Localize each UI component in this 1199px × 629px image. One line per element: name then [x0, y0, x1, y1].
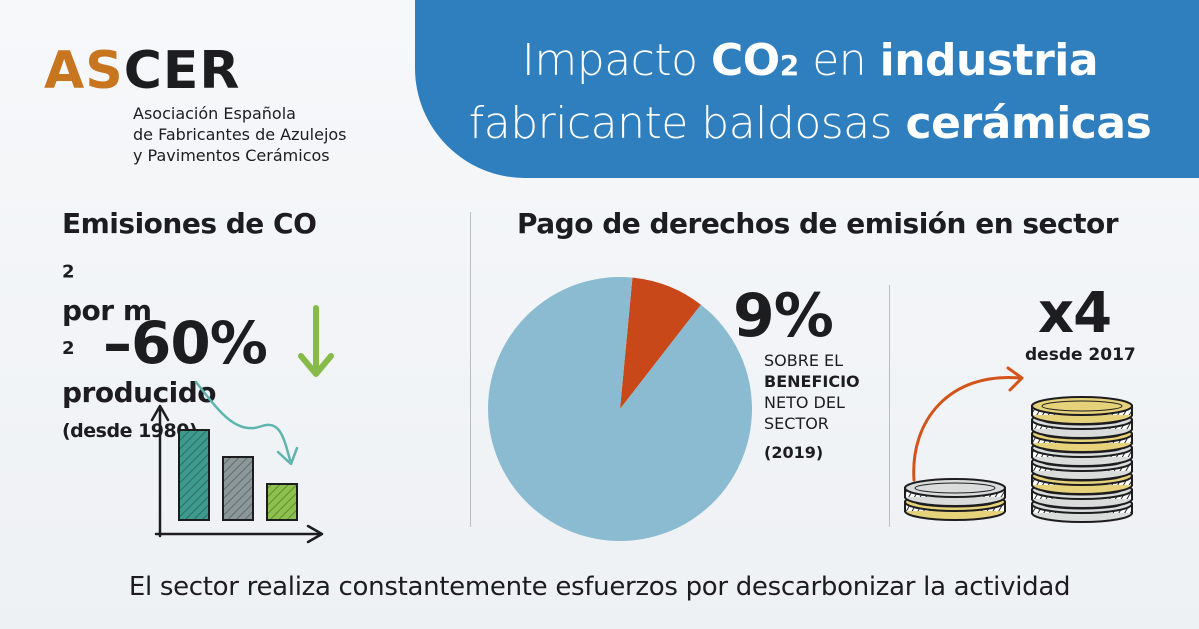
- bar-3: [266, 483, 298, 521]
- emission-rights-title: Pago de derechos de emisión en sector: [517, 207, 1119, 240]
- logo-line: Asociación Española: [133, 104, 296, 123]
- pie-slice-highlight: [620, 277, 701, 409]
- trend-arrow-icon: [194, 380, 299, 466]
- growth-arrow-icon: [912, 366, 1024, 482]
- multiplier-note: desde 2017: [1025, 345, 1136, 365]
- logo-subtitle: Asociación Española de Fabricantes de Az…: [133, 103, 347, 166]
- pie-note-line: BENEFICIO: [764, 372, 860, 391]
- bar-1: [178, 429, 210, 521]
- pie-slice-rest: [488, 277, 752, 542]
- logo-cer: CER: [123, 41, 241, 101]
- logo-as: AS: [44, 41, 124, 101]
- pie-note: SOBRE EL BENEFICIO NETO DEL SECTOR (2019…: [764, 350, 894, 463]
- divider-main: [470, 212, 471, 527]
- pie-note-line: SECTOR: [764, 414, 829, 433]
- pie-note-line: SOBRE EL: [764, 351, 844, 370]
- pie-note-year: (2019): [764, 443, 824, 462]
- page-title: Impacto CO2 en industria fabricante bald…: [440, 32, 1180, 153]
- footer-statement: El sector realiza constantemente esfuerz…: [128, 572, 1071, 602]
- emissions-title-line-2: producido (desde 1980): [62, 375, 217, 442]
- small-coin-stack-icon: [904, 478, 1006, 521]
- pie-value-label: 9%: [733, 281, 834, 351]
- pie-note-line: NETO DEL: [764, 393, 845, 412]
- ascer-logo: ASCER: [44, 44, 240, 98]
- down-arrow-icon: [298, 305, 334, 377]
- reduction-value: –60%: [103, 309, 268, 377]
- multiplier-value: x4: [1038, 281, 1112, 346]
- title-line-1: Impacto CO2 en industria: [521, 35, 1099, 86]
- title-line-2: fabricante baldosas cerámicas: [468, 98, 1152, 149]
- bar-2: [222, 456, 254, 521]
- logo-line: y Pavimentos Cerámicos: [133, 146, 330, 165]
- bar-chart-axes: [150, 404, 324, 544]
- logo-line: de Fabricantes de Azulejos: [133, 125, 347, 144]
- divider-right: [889, 285, 890, 527]
- tall-coin-stack-icon: [1031, 396, 1133, 523]
- header-band: [415, 0, 1199, 178]
